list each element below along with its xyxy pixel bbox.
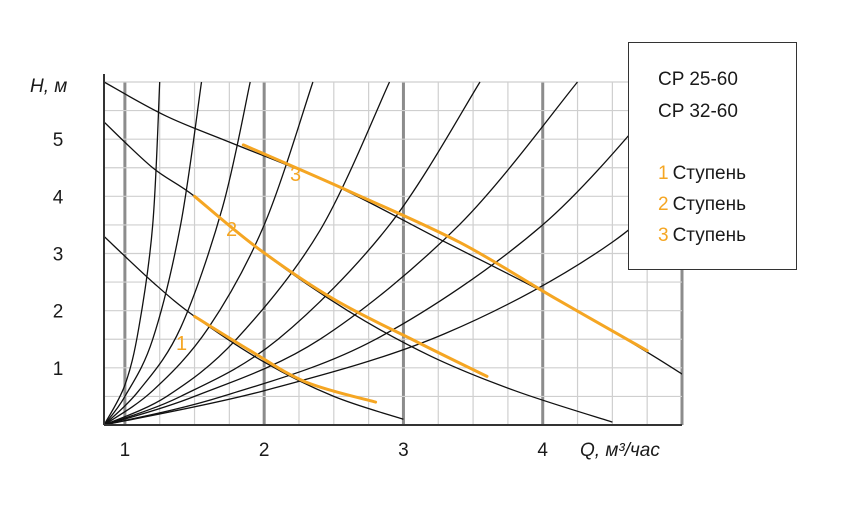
resistance-curve: [104, 81, 391, 425]
legend-stage-1-text: Ступень: [672, 163, 746, 184]
legend-stage-3-num: 3: [658, 225, 669, 246]
y-tick-label: 2: [53, 302, 64, 323]
x-tick-label: 1: [120, 440, 131, 461]
legend-stage-1-num: 1: [658, 163, 669, 184]
legend-stage-3: 3 Ступень: [658, 225, 746, 247]
stage-2-line: [193, 194, 489, 378]
y-tick-label: 1: [53, 359, 64, 380]
pump-curve: [104, 235, 404, 420]
stage-2-label: 2: [226, 219, 237, 241]
resistance-curve: [104, 81, 161, 425]
x-axis-label: Q, м³/час: [580, 440, 660, 461]
y-tick-label: 5: [53, 130, 64, 151]
resistance-curve: [104, 81, 203, 425]
y-tick-label: 4: [53, 187, 64, 208]
pump-curve: [104, 121, 613, 423]
legend-stage-2-num: 2: [658, 194, 669, 215]
resistance-curve: [104, 81, 251, 425]
resistance-curve: [104, 81, 579, 425]
x-tick-label: 2: [259, 440, 270, 461]
resistance-curve: [104, 81, 314, 425]
legend: CP 25-60 CP 32-60 1 Ступень 2 Ступень 3 Сту…: [628, 42, 797, 270]
y-axis-label: H, м: [30, 76, 67, 97]
legend-stage-1: 1 Ступень: [658, 163, 746, 185]
x-tick-label: 4: [537, 440, 548, 461]
legend-stage-2-text: Ступень: [672, 194, 746, 215]
stage-1-label: 1: [176, 333, 187, 355]
legend-stage-2: 2 Ступень: [658, 194, 746, 216]
stage-3-line: [241, 143, 649, 353]
stage-1-line: [193, 314, 378, 404]
stage-3-label: 3: [290, 164, 301, 186]
legend-stage-3-text: Ступень: [672, 225, 746, 246]
stage-curves: [193, 143, 649, 404]
x-tick-label: 3: [398, 440, 409, 461]
axes: 1 2 3 4 1 2 3 4 5: [53, 74, 682, 461]
y-tick-label: 3: [53, 245, 64, 266]
legend-model-1: CP 25-60: [658, 69, 738, 90]
legend-model-2: CP 32-60: [658, 101, 738, 122]
grid: [104, 81, 684, 425]
resistance-curve: [104, 81, 481, 425]
